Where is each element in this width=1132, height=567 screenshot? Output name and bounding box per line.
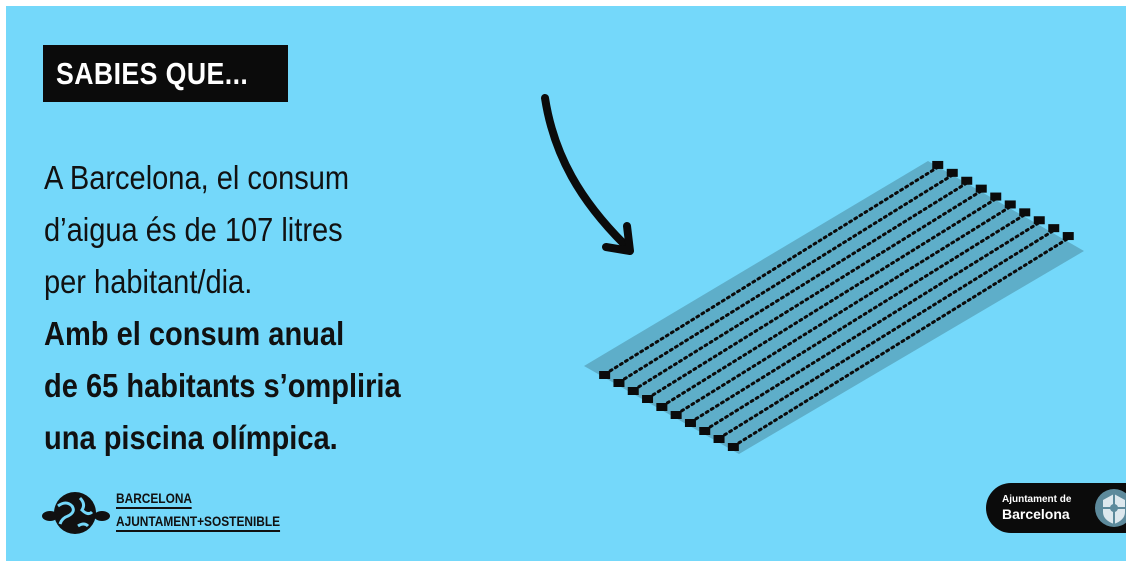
- ajuntament-logo-line1: Ajuntament de: [1002, 494, 1072, 505]
- pool-lanes: [599, 160, 1074, 451]
- starting-block: [932, 160, 944, 169]
- header-tag-text: SABIES QUE...: [56, 56, 249, 91]
- arrow-icon: [541, 94, 634, 255]
- lane-rope: [689, 212, 1027, 424]
- starting-block: [642, 395, 654, 403]
- starting-block: [961, 176, 973, 185]
- body-line-6: una piscina olímpica.: [44, 419, 338, 456]
- body-line-5: de 65 habitants s’ompliria: [44, 367, 401, 404]
- starting-block: [627, 387, 639, 395]
- lane-rope: [617, 173, 955, 384]
- starting-block: [656, 403, 668, 411]
- starting-block: [1019, 208, 1031, 217]
- sostenible-logo-line2: AJUNTAMENT+SOSTENIBLE: [116, 513, 281, 532]
- lane-rope: [603, 165, 940, 376]
- starting-block: [1048, 224, 1060, 233]
- header-tag: SABIES QUE...: [43, 45, 288, 102]
- body-line-3: per habitant/dia.: [44, 263, 253, 300]
- ajuntament-logo-line2: Barcelona: [1002, 506, 1070, 522]
- starting-block: [990, 192, 1002, 201]
- starting-block: [599, 371, 611, 379]
- ajuntament-logo: Ajuntament de Barcelona: [986, 483, 1126, 533]
- starting-block: [1062, 232, 1074, 241]
- city-seal-icon: [1095, 489, 1126, 527]
- starting-block: [684, 419, 696, 427]
- starting-block: [713, 435, 725, 443]
- globe-icon: [42, 492, 110, 534]
- body-line-1: A Barcelona, el consum: [44, 159, 350, 196]
- starting-block: [946, 168, 958, 177]
- pool-surface: [584, 161, 1084, 454]
- starting-block: [1033, 216, 1045, 225]
- lane-rope: [675, 204, 1013, 416]
- starting-block: [670, 411, 682, 419]
- starting-block: [727, 443, 739, 451]
- starting-block: [1004, 200, 1016, 209]
- lane-rope: [718, 228, 1056, 440]
- infographic-card: SABIES QUE... A Barcelona, el consum d’a…: [6, 6, 1126, 561]
- body-line-2: d’aigua és de 107 litres: [44, 211, 343, 248]
- lane-rope: [732, 236, 1071, 448]
- starting-block: [613, 379, 625, 387]
- sostenible-logo-line1: BARCELONA: [116, 490, 193, 509]
- starting-block: [975, 184, 987, 193]
- lane-rope: [660, 197, 998, 408]
- body-line-4: Amb el consum anual: [44, 315, 345, 352]
- lane-rope: [646, 189, 984, 400]
- swimming-pool-illustration: [584, 160, 1084, 454]
- body-text: A Barcelona, el consum d’aigua és de 107…: [44, 152, 524, 464]
- lane-rope: [632, 181, 969, 392]
- sostenible-logo: BARCELONA AJUNTAMENT+SOSTENIBLE: [42, 486, 302, 546]
- starting-block: [699, 427, 711, 435]
- lane-rope: [703, 220, 1042, 432]
